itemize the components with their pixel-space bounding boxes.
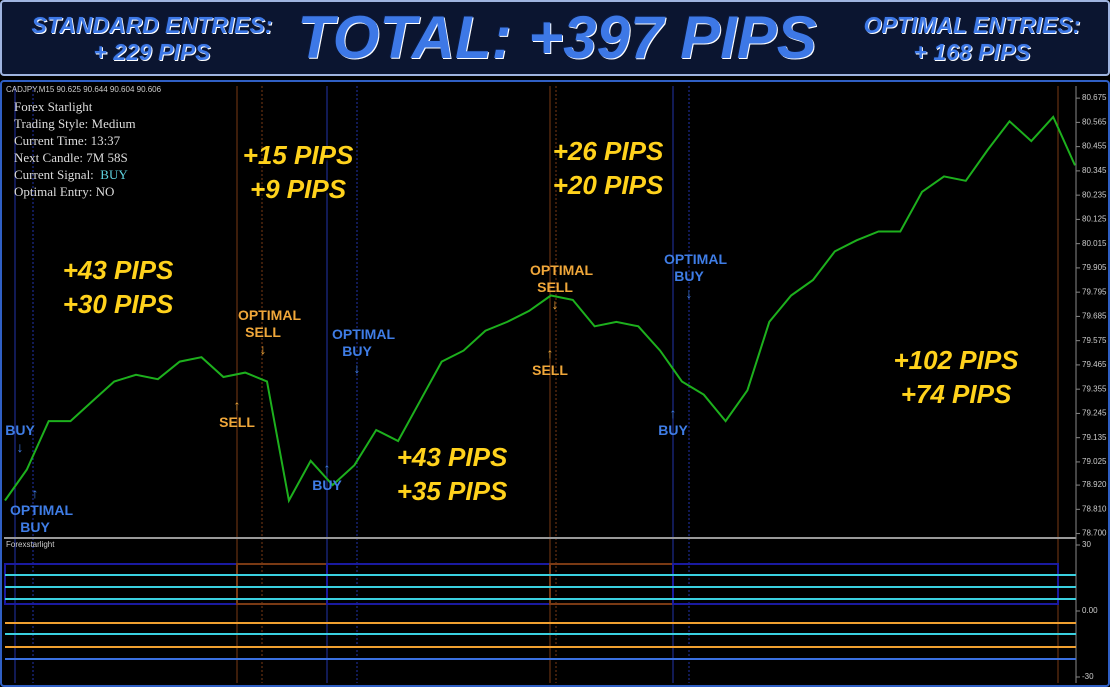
pips: +43 PIPS +30 PIPS bbox=[28, 253, 208, 321]
signal: OPTIMAL SELL bbox=[530, 262, 593, 295]
pips-optimal: +20 PIPS bbox=[552, 170, 664, 200]
y-tick-label: 78.810 bbox=[1082, 504, 1107, 513]
signal: BUY bbox=[658, 422, 688, 438]
y-tick-label: 80.015 bbox=[1082, 239, 1107, 248]
signal: BUY bbox=[5, 422, 35, 438]
indicator-name: Forexstarlight bbox=[6, 540, 55, 549]
pips: +102 PIPS +74 PIPS bbox=[866, 343, 1046, 411]
info-line: Current Signal: bbox=[14, 167, 94, 182]
pips-standard: +43 PIPS bbox=[396, 442, 508, 472]
y-tick-label: 79.795 bbox=[1082, 287, 1107, 296]
pips-optimal: +30 PIPS bbox=[62, 289, 174, 319]
chart-window bbox=[0, 80, 1110, 687]
y-tick-label: 78.700 bbox=[1082, 529, 1107, 538]
value: + 168 PIPS bbox=[913, 39, 1031, 65]
info-line: Next Candle: 7M 58S bbox=[14, 150, 128, 165]
y-tick-label: 79.465 bbox=[1082, 360, 1107, 369]
info-line: Optimal Entry: NO bbox=[14, 184, 115, 199]
price-line bbox=[4, 115, 1076, 504]
pips-standard: +26 PIPS bbox=[552, 136, 664, 166]
pips-optimal: +9 PIPS bbox=[249, 174, 347, 204]
label: STANDARD ENTRIES: bbox=[31, 12, 273, 38]
pips-standard: +43 PIPS bbox=[62, 255, 174, 285]
y-tick-label: 79.245 bbox=[1082, 409, 1107, 418]
y-tick-label: 79.685 bbox=[1082, 312, 1107, 321]
pips: +26 PIPS +20 PIPS bbox=[518, 134, 698, 202]
pips: +15 PIPS +9 PIPS bbox=[208, 138, 388, 206]
pips-standard: +102 PIPS bbox=[893, 345, 1019, 375]
y-tick-label: 78.920 bbox=[1082, 480, 1107, 489]
y-tick-label: 79.135 bbox=[1082, 433, 1107, 442]
signal: OPTIMAL BUY bbox=[664, 251, 727, 284]
y-tick-label: 79.355 bbox=[1082, 384, 1107, 393]
signal: OPTIMAL SELL bbox=[238, 307, 301, 340]
pips-standard: +15 PIPS bbox=[242, 140, 354, 170]
signal-value: BUY bbox=[100, 167, 128, 182]
total: TOTAL: +397 PIPS bbox=[297, 4, 817, 71]
signal: OPTIMAL BUY bbox=[10, 502, 73, 535]
y-tick-label: 80.345 bbox=[1082, 166, 1107, 175]
y-tick-label: 30 bbox=[1082, 540, 1091, 549]
pips-optimal: +74 PIPS bbox=[900, 379, 1012, 409]
info-line: Current Time: 13:37 bbox=[14, 133, 121, 148]
pips-optimal: +35 PIPS bbox=[396, 476, 508, 506]
info-line: Forex Starlight bbox=[14, 99, 93, 114]
y-tick-label: 80.675 bbox=[1082, 93, 1107, 102]
y-tick-label: 80.455 bbox=[1082, 142, 1107, 151]
value: + 229 PIPS bbox=[93, 39, 211, 65]
y-tick-label: 80.565 bbox=[1082, 117, 1107, 126]
y-tick-label: 80.235 bbox=[1082, 190, 1107, 199]
y-tick-label: 79.905 bbox=[1082, 263, 1107, 272]
info-line: Trading Style: Medium bbox=[14, 116, 136, 131]
signal: SELL bbox=[532, 362, 568, 378]
info-panel: Forex Starlight Trading Style: Medium Cu… bbox=[14, 98, 136, 200]
symbol: CADJPY,M15 90.625 90.644 90.604 90.606 bbox=[6, 85, 162, 94]
signal: BUY bbox=[312, 477, 342, 493]
signal: SELL bbox=[219, 414, 255, 430]
y-tick-label: 79.575 bbox=[1082, 336, 1107, 345]
y-tick-label: 80.125 bbox=[1082, 215, 1107, 224]
label: OPTIMAL ENTRIES: bbox=[863, 12, 1081, 38]
y-tick-label: 79.025 bbox=[1082, 457, 1107, 466]
signal: OPTIMAL BUY bbox=[332, 326, 395, 359]
y-tick-label: 0.00 bbox=[1082, 606, 1098, 615]
pips: +43 PIPS +35 PIPS bbox=[362, 440, 542, 508]
y-tick-label: -30 bbox=[1082, 672, 1094, 681]
header: STANDARD ENTRIES: + 229 PIPS TOTAL: +397 … bbox=[0, 0, 1110, 76]
